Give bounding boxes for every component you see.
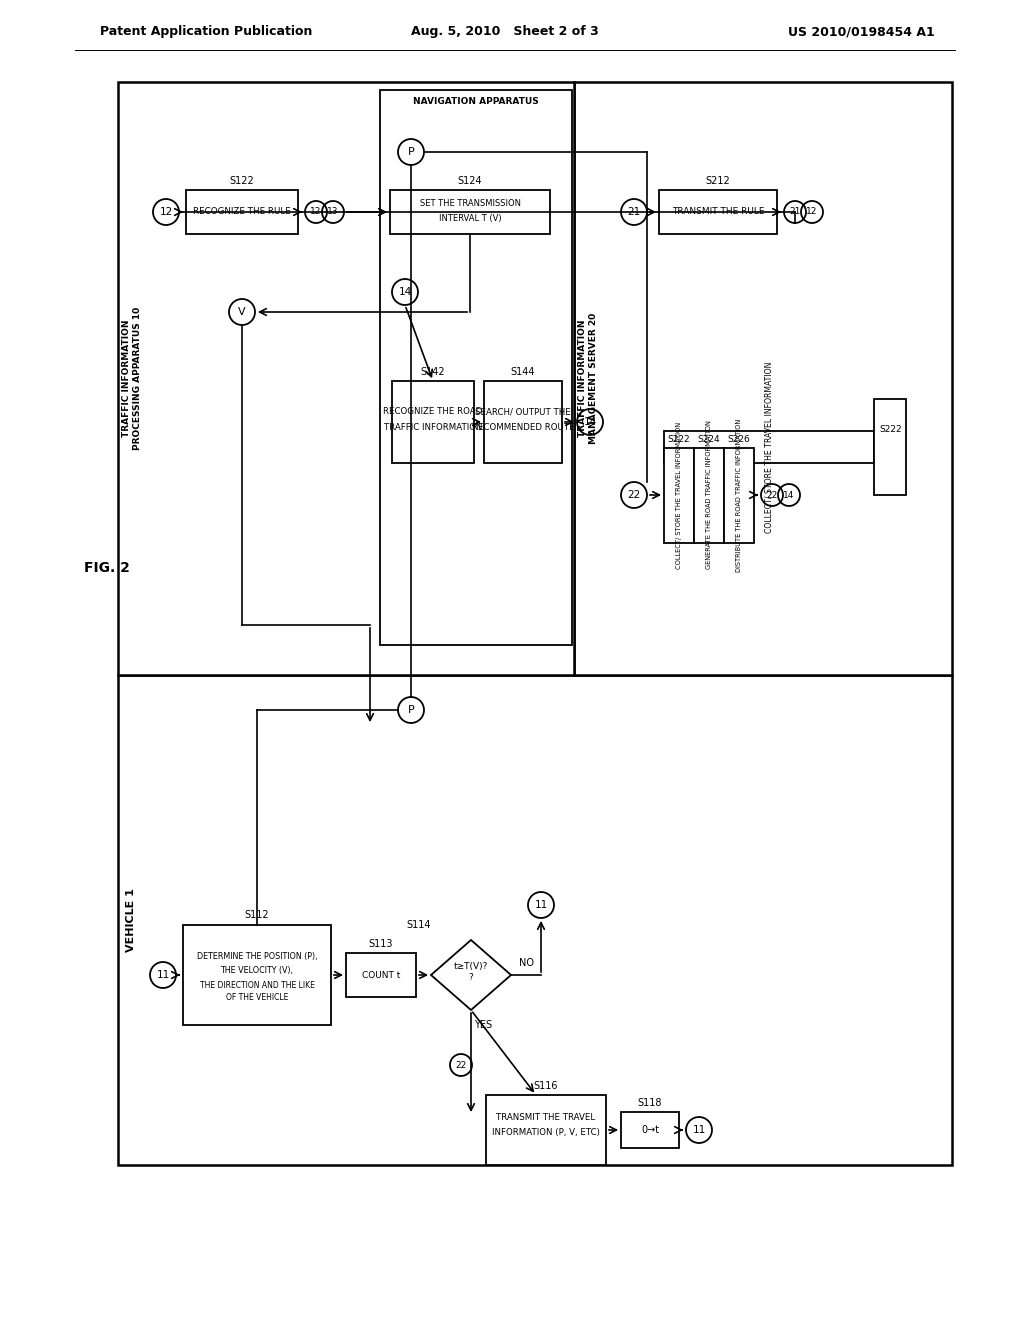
Bar xyxy=(118,675,952,1166)
Text: RECOGNIZE THE ROAD: RECOGNIZE THE ROAD xyxy=(383,408,482,417)
Text: TRAFFIC INFORMATION
PROCESSING APPARATUS 10: TRAFFIC INFORMATION PROCESSING APPARATUS… xyxy=(122,306,141,450)
Text: Aug. 5, 2010   Sheet 2 of 3: Aug. 5, 2010 Sheet 2 of 3 xyxy=(411,25,599,38)
Text: 22: 22 xyxy=(766,491,777,499)
Text: 21: 21 xyxy=(790,207,801,216)
Text: S116: S116 xyxy=(534,1081,558,1092)
Text: NO: NO xyxy=(518,958,534,968)
Text: 11: 11 xyxy=(535,900,548,909)
Text: COLLECT/ STORE THE TRAVEL INFORMATION: COLLECT/ STORE THE TRAVEL INFORMATION xyxy=(676,421,682,569)
Text: DETERMINE THE POSITION (P),: DETERMINE THE POSITION (P), xyxy=(197,953,317,961)
Text: VEHICLE 1: VEHICLE 1 xyxy=(126,888,136,952)
Text: P: P xyxy=(408,705,415,715)
Bar xyxy=(183,925,331,1026)
Polygon shape xyxy=(431,940,511,1010)
Text: COUNT t: COUNT t xyxy=(361,970,400,979)
Text: TRAFFIC INFORMATION
MANAGEMENT SERVER 20: TRAFFIC INFORMATION MANAGEMENT SERVER 20 xyxy=(579,313,598,444)
Text: S222: S222 xyxy=(879,425,901,433)
Text: 22: 22 xyxy=(628,490,641,500)
Text: S226: S226 xyxy=(728,436,751,444)
Text: NAVIGATION APPARATUS: NAVIGATION APPARATUS xyxy=(413,98,539,107)
Text: 21: 21 xyxy=(628,207,641,216)
Bar xyxy=(659,190,777,234)
Text: SEARCH/ OUTPUT THE: SEARCH/ OUTPUT THE xyxy=(475,408,570,417)
Text: TRAFFIC INFORMATION: TRAFFIC INFORMATION xyxy=(384,422,482,432)
Bar xyxy=(724,447,754,543)
Text: t≥T(V)?: t≥T(V)? xyxy=(454,962,488,972)
Text: OF THE VEHICLE: OF THE VEHICLE xyxy=(226,993,288,1002)
Text: FIG. 2: FIG. 2 xyxy=(84,561,130,576)
Text: S212: S212 xyxy=(706,176,730,186)
Bar xyxy=(694,447,724,543)
Text: 12: 12 xyxy=(160,207,173,216)
Text: RECOMMENDED ROUTE: RECOMMENDED ROUTE xyxy=(472,422,574,432)
Text: RECOGNIZE THE RULE: RECOGNIZE THE RULE xyxy=(194,207,291,216)
Text: THE VELOCITY (V),: THE VELOCITY (V), xyxy=(220,965,294,974)
Text: 0→t: 0→t xyxy=(641,1125,659,1135)
Text: V: V xyxy=(239,308,246,317)
Bar xyxy=(118,82,574,675)
Text: COLLECT/ STORE THE TRAVEL INFORMATION: COLLECT/ STORE THE TRAVEL INFORMATION xyxy=(765,362,773,533)
Text: 14: 14 xyxy=(783,491,795,499)
Text: TRANSMIT THE RULE: TRANSMIT THE RULE xyxy=(672,207,764,216)
Text: YES: YES xyxy=(474,1020,493,1030)
Bar xyxy=(664,447,694,543)
Text: TRANSMIT THE TRAVEL: TRANSMIT THE TRAVEL xyxy=(497,1114,596,1122)
Bar xyxy=(346,953,416,997)
Bar xyxy=(392,381,474,463)
Bar xyxy=(874,399,906,495)
Text: 12: 12 xyxy=(806,207,818,216)
Text: S124: S124 xyxy=(458,176,482,186)
Text: S144: S144 xyxy=(511,367,536,378)
Bar xyxy=(380,90,572,645)
Text: SET THE TRANSMISSION: SET THE TRANSMISSION xyxy=(420,199,520,209)
Text: P: P xyxy=(408,147,415,157)
Text: S142: S142 xyxy=(421,367,445,378)
Bar xyxy=(621,1111,679,1148)
Bar xyxy=(390,190,550,234)
Text: INFORMATION (P, V, ETC): INFORMATION (P, V, ETC) xyxy=(493,1129,600,1138)
Text: 14: 14 xyxy=(398,286,412,297)
Text: S118: S118 xyxy=(638,1098,663,1107)
Text: 11: 11 xyxy=(692,1125,706,1135)
Text: S222: S222 xyxy=(668,436,690,444)
Text: S224: S224 xyxy=(697,436,720,444)
Bar xyxy=(186,190,298,234)
Bar xyxy=(486,1096,606,1166)
Bar xyxy=(574,82,952,675)
Text: 11: 11 xyxy=(157,970,170,979)
Text: S113: S113 xyxy=(369,939,393,949)
Bar xyxy=(664,432,874,463)
Text: S114: S114 xyxy=(407,920,431,931)
Text: ?: ? xyxy=(469,974,473,982)
Text: US 2010/0198454 A1: US 2010/0198454 A1 xyxy=(788,25,935,38)
Bar xyxy=(484,381,562,463)
Text: DISTRIBUTE THE ROAD TRAFFIC INFORMATION: DISTRIBUTE THE ROAD TRAFFIC INFORMATION xyxy=(736,418,742,572)
Text: S112: S112 xyxy=(245,909,269,920)
Text: 13: 13 xyxy=(328,207,339,216)
Text: 22: 22 xyxy=(456,1060,467,1069)
Text: GENERATE THE ROAD TRAFFIC INFORMATION: GENERATE THE ROAD TRAFFIC INFORMATION xyxy=(706,421,712,569)
Text: Patent Application Publication: Patent Application Publication xyxy=(100,25,312,38)
Text: 12: 12 xyxy=(310,207,322,216)
Text: INTERVAL T (V): INTERVAL T (V) xyxy=(438,214,502,223)
Text: S122: S122 xyxy=(229,176,254,186)
Text: THE DIRECTION AND THE LIKE: THE DIRECTION AND THE LIKE xyxy=(200,981,314,990)
Text: 14: 14 xyxy=(584,417,597,426)
